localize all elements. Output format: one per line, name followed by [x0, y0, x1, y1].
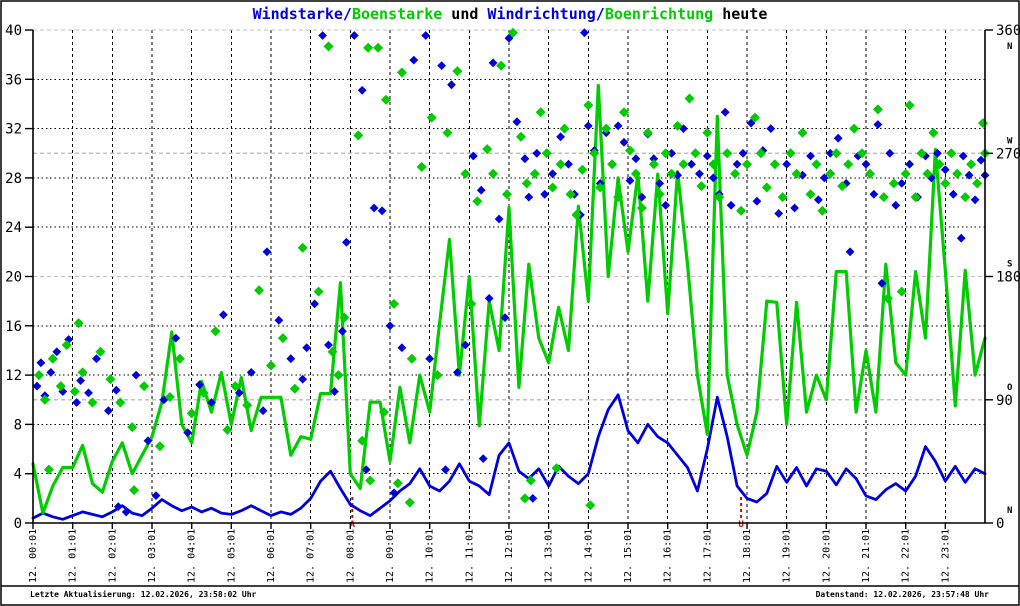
title-segment-2: und: [442, 5, 488, 23]
windstarke-line: [31, 393, 987, 521]
svg-text:A: A: [350, 520, 356, 530]
svg-text:12. 19:01: 12. 19:01: [782, 529, 793, 583]
svg-text:12. 12:01: 12. 12:01: [504, 529, 515, 583]
svg-text:16: 16: [5, 319, 22, 335]
svg-text:0: 0: [996, 516, 1004, 532]
svg-text:8: 8: [14, 417, 22, 433]
svg-text:32: 32: [5, 122, 22, 138]
svg-text:28: 28: [5, 171, 22, 187]
svg-text:N: N: [1007, 506, 1012, 516]
svg-text:36: 36: [5, 72, 22, 88]
svg-text:90: 90: [996, 393, 1013, 409]
svg-text:270: 270: [996, 146, 1020, 162]
title-segment-0: Windstarke/: [252, 5, 352, 23]
svg-text:360: 360: [996, 23, 1020, 39]
svg-text:12. 04:01: 12. 04:01: [187, 529, 198, 583]
svg-text:12. 06:01: 12. 06:01: [266, 529, 277, 583]
svg-text:4: 4: [14, 467, 22, 483]
svg-text:12. 20:01: 12. 20:01: [821, 529, 832, 583]
title-segment-3: Windrichtung/: [487, 5, 605, 23]
svg-text:20: 20: [5, 270, 22, 286]
svg-text:24: 24: [5, 220, 22, 236]
svg-text:12. 13:01: 12. 13:01: [544, 529, 555, 583]
svg-text:12. 03:01: 12. 03:01: [147, 529, 158, 583]
svg-text:12. 11:01: 12. 11:01: [464, 529, 475, 583]
sunrise-marker: A: [350, 497, 356, 530]
svg-text:S: S: [1007, 260, 1012, 270]
svg-text:12. 02:01: 12. 02:01: [107, 529, 118, 583]
svg-text:12. 01:01: 12. 01:01: [68, 529, 79, 583]
svg-text:12. 22:01: 12. 22:01: [901, 529, 912, 583]
svg-text:12. 17:01: 12. 17:01: [702, 529, 713, 583]
svg-text:180: 180: [996, 270, 1020, 286]
svg-text:N: N: [1007, 42, 1012, 52]
title-segment-1: Boenstarke: [351, 5, 443, 23]
footer-data-timestamp: Datenstand: 12.02.2026, 23:57:48 Uhr: [815, 590, 989, 599]
axes: 04812162024283236400N90O180S270W360N12. …: [5, 23, 1020, 583]
svg-text:12. 14:01: 12. 14:01: [583, 529, 594, 583]
svg-text:12: 12: [5, 368, 22, 384]
gridlines: [33, 29, 985, 523]
svg-text:12. 00:01: 12. 00:01: [28, 529, 39, 583]
svg-text:12. 09:01: 12. 09:01: [385, 529, 396, 583]
svg-text:W: W: [1007, 136, 1013, 146]
svg-text:12. 21:01: 12. 21:01: [861, 529, 872, 583]
svg-text:12. 16:01: 12. 16:01: [663, 529, 674, 583]
svg-text:0: 0: [14, 516, 22, 532]
sunset-marker: U: [738, 497, 744, 530]
boenstarke-line: [31, 83, 987, 515]
svg-text:12. 23:01: 12. 23:01: [940, 529, 951, 583]
svg-text:12. 08:01: 12. 08:01: [345, 529, 356, 583]
svg-text:12. 10:01: 12. 10:01: [425, 529, 436, 583]
chart-title: Windstarke/Boenstarke und Windrichtung/B…: [0, 5, 1020, 23]
title-segment-4: Boenrichtung: [604, 5, 714, 23]
svg-text:U: U: [738, 520, 743, 530]
svg-text:O: O: [1007, 383, 1013, 393]
svg-text:12. 05:01: 12. 05:01: [226, 529, 237, 583]
footer-last-update: Letzte Aktualisierung: 12.02.2026, 23:58…: [30, 590, 257, 599]
svg-text:12. 18:01: 12. 18:01: [742, 529, 753, 583]
svg-text:40: 40: [5, 23, 22, 39]
svg-text:12. 15:01: 12. 15:01: [623, 529, 634, 583]
svg-text:12. 07:01: 12. 07:01: [306, 529, 317, 583]
title-segment-5: heute: [713, 5, 768, 23]
